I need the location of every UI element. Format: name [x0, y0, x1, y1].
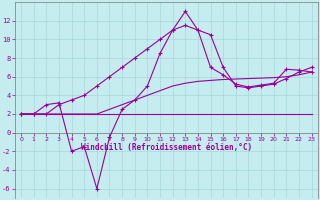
X-axis label: Windchill (Refroidissement éolien,°C): Windchill (Refroidissement éolien,°C) [81, 143, 252, 152]
